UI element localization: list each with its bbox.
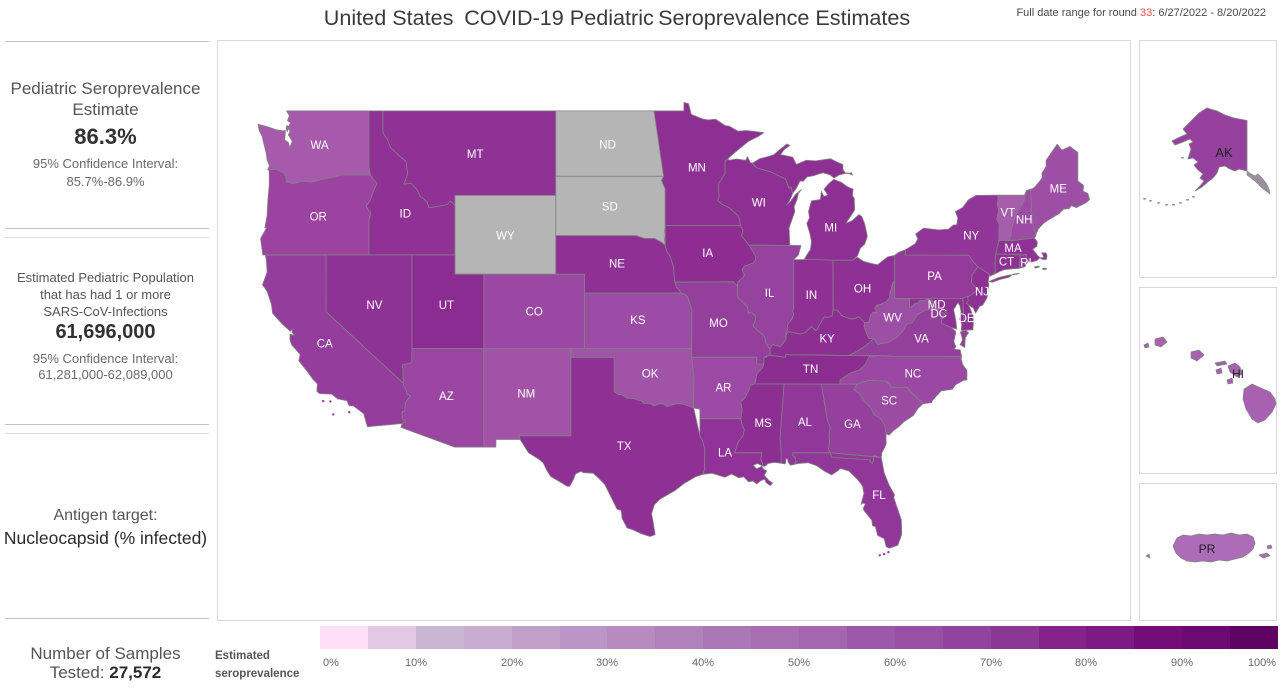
svg-text:PA: PA — [927, 271, 942, 283]
svg-text:MO: MO — [709, 318, 728, 330]
svg-text:ID: ID — [400, 209, 412, 221]
svg-text:RI: RI — [1020, 258, 1032, 270]
svg-text:NY: NY — [963, 230, 979, 242]
svg-text:IA: IA — [702, 248, 713, 260]
svg-text:SD: SD — [602, 202, 618, 214]
svg-text:MN: MN — [688, 163, 706, 175]
svg-text:WI: WI — [752, 198, 766, 210]
svg-text:OH: OH — [854, 283, 871, 295]
svg-text:VT: VT — [1001, 208, 1016, 220]
svg-text:DC: DC — [930, 309, 947, 321]
svg-text:NC: NC — [905, 368, 922, 380]
svg-text:SC: SC — [881, 395, 897, 407]
svg-text:OR: OR — [310, 212, 327, 224]
svg-text:IN: IN — [806, 290, 818, 302]
svg-text:TN: TN — [803, 364, 818, 376]
svg-text:NM: NM — [517, 389, 535, 401]
svg-text:KY: KY — [820, 333, 836, 345]
svg-text:MS: MS — [754, 418, 772, 430]
svg-text:AZ: AZ — [439, 391, 454, 403]
svg-text:AK: AK — [1215, 145, 1233, 160]
svg-text:AR: AR — [716, 382, 732, 394]
svg-text:UT: UT — [439, 300, 454, 312]
svg-text:FL: FL — [872, 490, 886, 502]
svg-text:VA: VA — [914, 333, 929, 345]
svg-text:WV: WV — [883, 312, 902, 324]
svg-text:ME: ME — [1050, 183, 1068, 195]
svg-text:MI: MI — [824, 223, 837, 235]
svg-text:ND: ND — [599, 140, 616, 152]
svg-text:NH: NH — [1016, 215, 1033, 227]
svg-text:WY: WY — [496, 230, 515, 242]
svg-text:NE: NE — [609, 259, 625, 271]
svg-text:HI: HI — [1232, 367, 1244, 381]
svg-text:KS: KS — [630, 315, 646, 327]
svg-text:PR: PR — [1199, 542, 1216, 556]
svg-text:WA: WA — [311, 140, 329, 152]
svg-text:NJ: NJ — [975, 287, 989, 299]
svg-text:GA: GA — [844, 419, 861, 431]
svg-text:CO: CO — [526, 307, 543, 319]
svg-text:IL: IL — [765, 288, 775, 300]
svg-text:MA: MA — [1004, 243, 1022, 255]
svg-text:AL: AL — [798, 417, 813, 429]
svg-text:MT: MT — [467, 149, 484, 161]
svg-text:TX: TX — [617, 441, 632, 453]
svg-text:CT: CT — [999, 256, 1014, 268]
svg-text:NV: NV — [366, 300, 382, 312]
svg-text:CA: CA — [317, 339, 333, 351]
svg-text:DE: DE — [959, 313, 975, 325]
svg-text:MD: MD — [928, 300, 946, 312]
svg-text:LA: LA — [718, 448, 732, 460]
svg-text:OK: OK — [642, 368, 659, 380]
